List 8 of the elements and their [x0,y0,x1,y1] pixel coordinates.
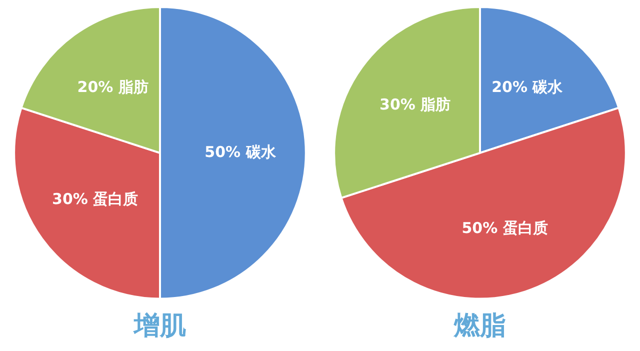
slice-label: 50% 碳水 [204,142,277,161]
slice-label: 50% 蛋白质 [462,219,548,238]
slice-label: 20% 脂肪 [77,78,148,96]
slice-label: 30% 脂肪 [380,96,451,114]
slice-label: 30% 蛋白质 [52,190,138,208]
text: 燃脂 [453,311,506,342]
text: 增肌 [133,311,186,342]
slice-label: 20% 碳水 [492,78,564,96]
